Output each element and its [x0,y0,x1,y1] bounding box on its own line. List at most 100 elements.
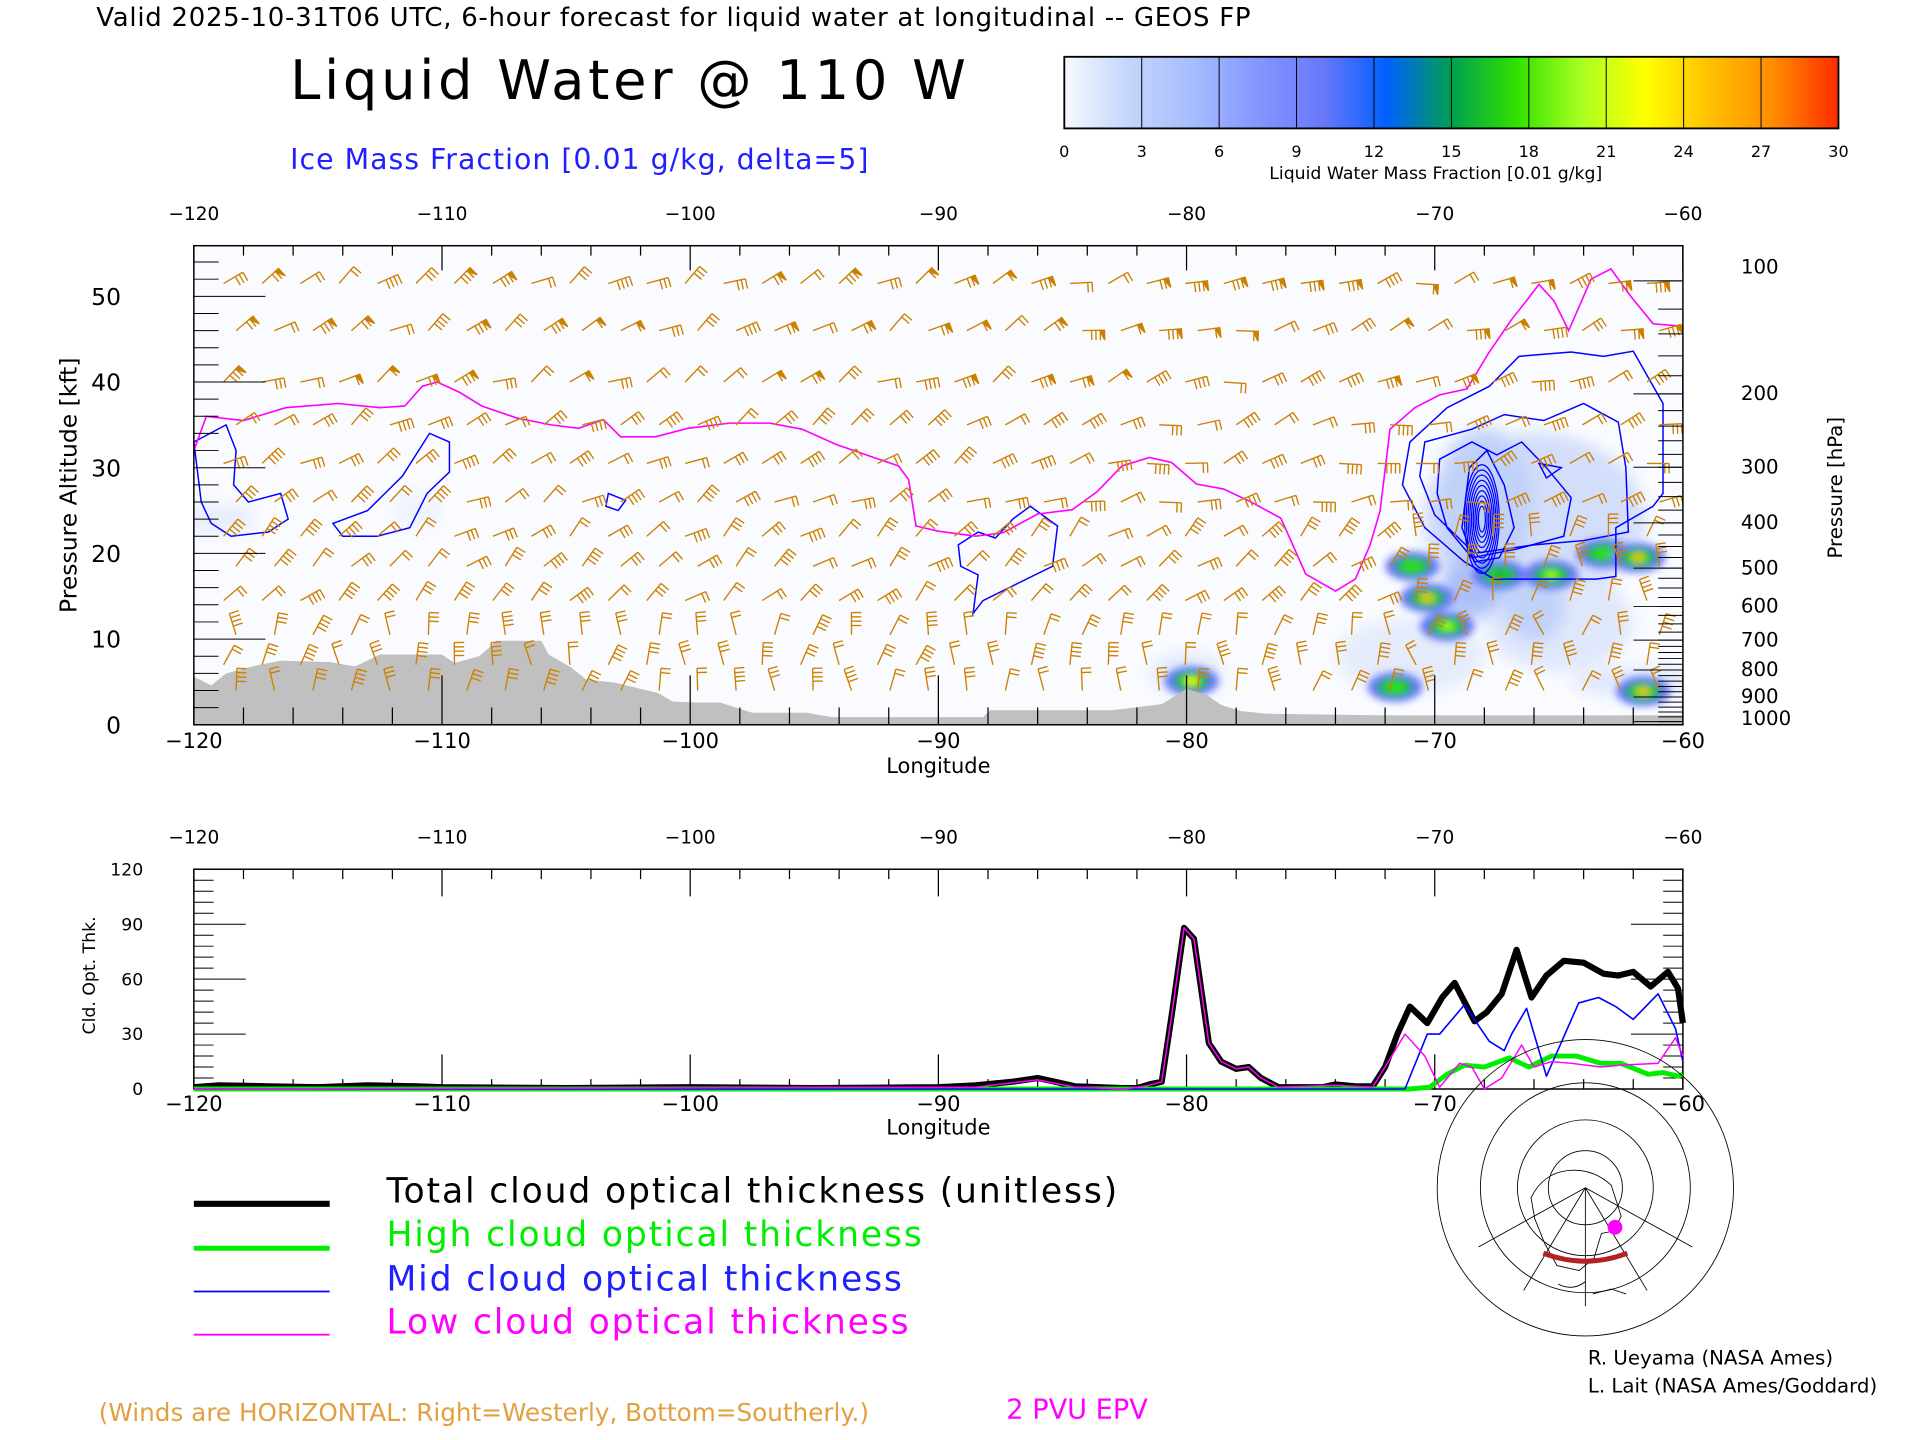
ice-contour [957,505,1059,617]
ice-contour [1401,350,1664,580]
wind-barb-feather [278,612,289,616]
wind-barb-feather [1514,613,1524,620]
wind-barb [261,377,287,390]
wind-barb-feather [693,532,698,543]
colorbar-tick-label: 24 [1673,142,1693,161]
wind-barb-feather [628,673,638,680]
wind-barb-feather [615,648,626,654]
wind-barb-feather [1613,669,1623,675]
wind-barb-feather [657,586,667,594]
wind-barb-feather [1394,521,1402,531]
wind-barb-feather [922,652,932,659]
wind-barb-feather [503,619,514,623]
wind-barb-feather [1336,644,1347,648]
wind-barb-staff [261,517,275,537]
wind-barb-feather [1270,673,1281,679]
wind-barb-pennant [1508,276,1518,288]
wind-barb-feather [1021,315,1029,324]
wind-barb-feather [1417,586,1428,589]
wind-barb-feather [383,593,392,601]
wind-barb-feather [623,454,630,465]
wind-barb [415,517,437,537]
wind-barb-feather [855,448,863,457]
wind-barb-feather [548,672,559,677]
wind-barb-feather [1161,372,1168,382]
wind-barb-feather [857,588,864,598]
wind-barb-staff [1428,318,1448,332]
wind-barb [723,451,749,466]
wind-barb-feather [1650,642,1661,645]
wind-barb-staff [1156,668,1160,691]
wind-barb-feather [925,670,936,674]
wind-barb [800,583,824,601]
wind-barb-feather [1436,376,1441,387]
wind-barb-feather [1611,665,1622,671]
wind-barb-feather [1038,669,1049,674]
wind-barb-feather [231,618,242,623]
wind-barb-feather [359,413,369,422]
wind-barb-feather [273,517,283,524]
wind-barb-feather [1140,416,1146,427]
wind-barb-feather [1004,368,1013,377]
wind-barb-feather [479,498,484,509]
wind-barb [350,407,374,426]
wind-barb-feather [312,459,318,470]
wind-barb-feather [893,455,899,465]
wind-barb-feather [944,558,950,569]
wind-barb-feather [887,520,897,528]
wind-barb [1313,501,1337,513]
wind-barb-staff [812,557,834,567]
wind-barb-feather [1255,492,1262,503]
wind-barb-feather [1116,461,1120,472]
wind-barb-feather [442,313,451,321]
wind-barb-staff [1295,642,1302,665]
wind-barb-staff [1197,419,1220,426]
wind-barb-feather [1544,381,1547,391]
wind-barb-feather [894,378,898,389]
wind-barb [1069,516,1090,537]
wind-barb-feather [581,517,591,524]
wind-barb-feather [1533,646,1544,649]
wind-barb-feather [1026,497,1030,508]
wind-barb-feather [1136,493,1142,504]
wind-barb-feather [1412,512,1423,515]
wind-barb-feather [1449,498,1453,509]
wind-barb [376,583,401,601]
wind-barb-feather [1631,417,1639,427]
wind-barb [723,367,748,383]
wind-barb-feather [502,614,513,618]
wind-barb [1274,548,1298,567]
wind-barb-feather [500,589,510,597]
wind-barb-feather [1165,370,1172,380]
wind-barb-feather [776,372,784,382]
liquid-water-blob-core [1597,549,1610,558]
wind-barb [1466,543,1479,567]
wind-barb-feather [696,615,707,618]
wind-barb-staff [1312,612,1319,635]
wind-barb-feather [524,639,534,645]
wind-barb-feather [1552,329,1556,340]
wind-barb-staff [300,518,316,537]
wind-barb [1261,453,1288,469]
wind-barb [928,556,954,572]
wind-barb [761,641,774,665]
wind-barb-feather [1278,521,1287,530]
wind-barb [684,365,709,383]
wind-barb-feather [1137,324,1142,335]
wind-barb-feather [521,417,527,428]
wind-barb [1185,280,1210,293]
wind-barb-feather [1039,459,1045,470]
wind-barb-feather [1312,458,1318,468]
wind-barb [1569,514,1588,537]
wind-barb-staff [1466,669,1475,691]
wind-barb-staff [877,453,898,465]
wind-barb-staff [966,497,989,503]
wind-barb-feather [1548,280,1552,291]
wind-barb-staff [569,586,589,602]
wind-barb-feather [1081,586,1090,595]
wind-barb-feather [1417,582,1428,585]
wind-barb-feather [1100,412,1108,423]
y-tick-label: 30 [91,454,121,482]
wind-barb [761,450,787,465]
colorbar-tick-label: 6 [1214,142,1224,161]
